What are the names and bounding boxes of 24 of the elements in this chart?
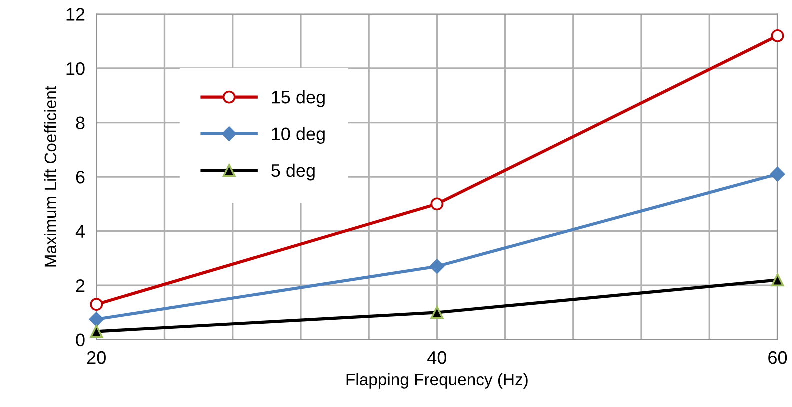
point xyxy=(430,198,444,211)
y-tick-label: 2 xyxy=(76,280,85,292)
x-tick-label: 40 xyxy=(428,351,447,364)
x-axis-title: Flapping Frequency (Hz) xyxy=(346,373,528,389)
point xyxy=(89,312,104,327)
y-axis-title: Maximum Lift Coefficient xyxy=(44,86,57,267)
legend-label: 10 deg xyxy=(272,127,325,144)
x-tick-label: 60 xyxy=(768,351,788,364)
point xyxy=(430,259,444,274)
y-tick-label: 8 xyxy=(76,116,85,130)
legend-label: 15 deg xyxy=(272,90,325,108)
y-tick-label: 12 xyxy=(66,8,85,21)
point xyxy=(771,29,784,42)
y-tick-label: 0 xyxy=(76,334,85,347)
point xyxy=(770,167,786,182)
y-tick-label: 6 xyxy=(76,170,85,184)
point xyxy=(771,274,784,287)
y-tick-label: 10 xyxy=(66,62,85,76)
x-tick-label: 20 xyxy=(87,351,106,364)
legend-label: 5 deg xyxy=(272,164,315,181)
y-tick-label: 4 xyxy=(76,225,85,238)
point xyxy=(90,325,104,338)
point xyxy=(90,298,104,312)
point xyxy=(430,306,444,320)
